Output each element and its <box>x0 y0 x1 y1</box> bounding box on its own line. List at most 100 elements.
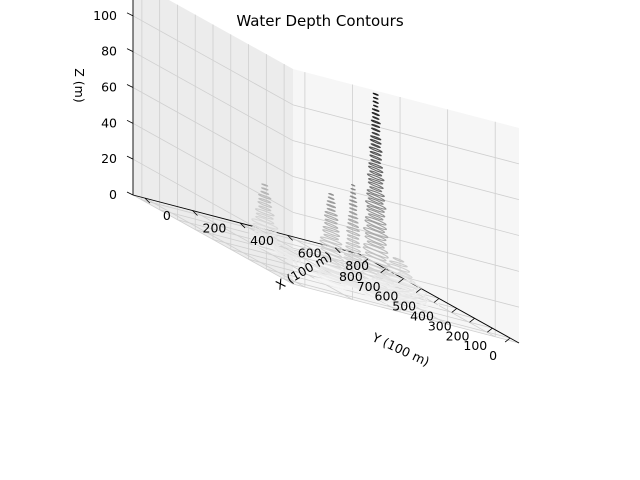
contour-line <box>376 273 391 280</box>
contour-line <box>345 245 361 253</box>
contour-line <box>261 183 269 187</box>
z-tick-label: 100 <box>93 8 117 23</box>
contour-line <box>257 201 273 208</box>
grid-line-z <box>292 283 520 344</box>
contour-line <box>370 119 381 125</box>
x-tick <box>239 222 246 229</box>
y-tick-label: 400 <box>410 309 434 324</box>
contour-line <box>327 196 335 201</box>
x-tick <box>334 247 341 254</box>
contour-line <box>392 257 405 263</box>
contour-line <box>320 259 343 269</box>
contour-line <box>258 205 272 212</box>
contour-line <box>367 165 384 174</box>
chart-title: Water Depth Contours <box>236 12 403 30</box>
contour-line <box>346 226 361 232</box>
contour-line <box>346 229 361 237</box>
contour-line <box>342 268 364 277</box>
contour-line <box>372 96 379 100</box>
contour-line <box>397 271 412 279</box>
z-tick-label: 40 <box>101 115 117 130</box>
contour-line <box>345 241 361 249</box>
contour-line <box>368 146 383 153</box>
contour-line <box>372 92 379 96</box>
y-tick <box>469 317 475 323</box>
y-tick <box>487 327 493 333</box>
contour-line <box>324 218 338 225</box>
contour-line <box>260 190 270 195</box>
contour-line <box>366 173 385 182</box>
contour-line <box>324 268 415 293</box>
contour-line <box>347 222 359 229</box>
contour-line <box>366 205 385 213</box>
z-tick <box>126 48 134 53</box>
contour-line <box>351 184 356 187</box>
y-tick-label: 100 <box>463 338 487 353</box>
contour-line <box>370 159 382 165</box>
contour-line <box>368 162 383 169</box>
contour-line <box>365 208 386 218</box>
x-tick <box>287 235 293 241</box>
contour-line <box>371 131 380 136</box>
y-tick-label: 800 <box>339 269 363 284</box>
x-tick-label: 200 <box>203 221 227 236</box>
contour-line <box>326 203 336 209</box>
contour-line <box>369 170 383 177</box>
contour-line <box>324 214 339 221</box>
contour-line <box>393 273 416 285</box>
contour-line <box>255 212 274 220</box>
contour-line <box>348 203 358 208</box>
contour-line <box>364 235 388 246</box>
contour-line <box>318 251 345 262</box>
contour-line <box>373 275 395 284</box>
contour-line <box>258 197 272 204</box>
contour-line <box>343 253 363 261</box>
grid-line-y <box>266 268 493 329</box>
contour-line <box>344 264 363 274</box>
contour-line <box>369 150 382 157</box>
grid-line-y <box>284 278 511 339</box>
contour-line <box>251 218 279 230</box>
contour-line <box>371 111 380 117</box>
grid-line-z <box>132 194 294 285</box>
x-tick-label: 400 <box>250 233 274 248</box>
z-tick <box>126 119 134 124</box>
contour-line <box>372 100 379 104</box>
contour-line <box>369 138 382 145</box>
contour-line <box>371 108 380 112</box>
contour-line <box>328 192 334 196</box>
contour-line <box>347 218 359 224</box>
contour-line <box>349 207 358 212</box>
contour-line <box>364 251 387 262</box>
y-tick <box>362 258 369 264</box>
contour-line <box>366 189 385 198</box>
contour-line <box>368 178 384 185</box>
contour-line <box>364 232 387 242</box>
contour-line <box>344 248 362 258</box>
contour-line <box>257 232 298 264</box>
y-tick-label: 500 <box>392 299 416 314</box>
contour-line <box>344 261 362 269</box>
z-tick-label: 20 <box>101 151 117 166</box>
x-tick-label: 800 <box>345 258 369 273</box>
grid-line-z <box>292 104 520 165</box>
contour-line <box>367 197 384 205</box>
contour-line <box>343 256 364 266</box>
z-tick <box>126 84 134 88</box>
contour-line <box>348 199 358 204</box>
grid-line-z <box>132 15 294 106</box>
x-tick-label: 600 <box>298 245 322 260</box>
contour-marks <box>248 92 440 315</box>
z-tick-label: 0 <box>109 187 117 202</box>
contour-line <box>276 246 302 266</box>
y-tick-label: 700 <box>357 279 381 294</box>
y-tick <box>433 298 440 303</box>
z-tick <box>126 155 134 160</box>
contour-line <box>258 235 299 267</box>
grid-line-z <box>132 87 294 177</box>
contour-line <box>349 195 357 200</box>
contour-line <box>364 219 388 231</box>
contour-line <box>366 224 386 234</box>
contour-line <box>388 260 408 268</box>
contour-line <box>373 104 379 108</box>
